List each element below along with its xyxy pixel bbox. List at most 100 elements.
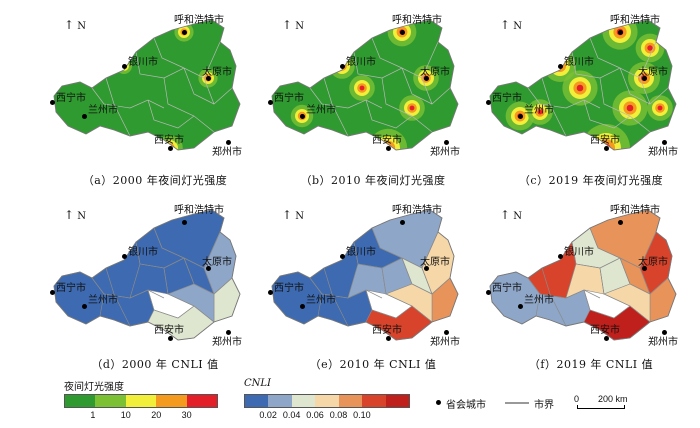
city-label: 兰州市 (524, 105, 554, 116)
city-label: 呼和浩特市 (392, 205, 442, 216)
city-label: 银川市 (128, 247, 158, 258)
city-dot (604, 146, 609, 151)
city-label: 西宁市 (274, 93, 304, 104)
city-label: 西宁市 (274, 283, 304, 294)
city-label: 西宁市 (492, 93, 522, 104)
city-dot (82, 304, 87, 309)
cnli-tick: 0.10 (353, 410, 371, 420)
cnli-tick: 0.06 (306, 410, 324, 420)
city-label: 郑州市 (648, 337, 678, 348)
capital-legend-label: 省会城市 (446, 400, 486, 411)
city-dot (400, 220, 405, 225)
city-dot (604, 336, 609, 341)
map-panel-a: ↑ N 呼和浩特市 太原市 银川市 西宁市 兰州市 西安市 郑州市 (44, 8, 266, 158)
city-label: 兰州市 (88, 295, 118, 306)
light-legend-bar (64, 394, 218, 408)
cnli-swatch (385, 395, 409, 407)
city-label: 兰州市 (524, 295, 554, 306)
cnli-swatch (315, 395, 339, 407)
caption-e: （e）2010 年 CNLI 值 (309, 358, 437, 371)
city-dot (642, 266, 647, 271)
city-label: 兰州市 (88, 105, 118, 116)
city-dot (424, 76, 429, 81)
map-panel-f: ↑ N 呼和浩特市 太原市 银川市 西宁市 兰州市 西安市 郑州市 (480, 198, 700, 348)
north-label: N (513, 21, 522, 32)
caption-a: （a）2000 年夜间灯光强度 (82, 174, 228, 187)
city-dot (300, 114, 305, 119)
city-label: 呼和浩特市 (392, 15, 442, 26)
light-swatch (125, 395, 157, 407)
map-panel-b: ↑ N 呼和浩特市 太原市 银川市 西宁市 兰州市 西安市 郑州市 (262, 8, 484, 158)
city-dot (618, 220, 623, 225)
map-e (271, 209, 459, 341)
city-label: 银川市 (128, 57, 158, 68)
city-label: 银川市 (346, 247, 376, 258)
city-label: 太原市 (420, 257, 450, 268)
city-dot (268, 100, 273, 105)
city-label: 银川市 (564, 247, 594, 258)
city-label: 西安市 (590, 325, 620, 336)
city-dot (182, 220, 187, 225)
city-dot (662, 330, 667, 335)
map-panel-d: ↑ N 呼和浩特市 太原市 银川市 西宁市 兰州市 西安市 郑州市 (44, 198, 266, 348)
north-arrow: ↑ N (282, 18, 304, 32)
city-dot (642, 76, 647, 81)
north-arrow: ↑ N (500, 18, 522, 32)
north-label: N (77, 211, 86, 222)
city-dot (122, 64, 127, 69)
north-label: N (295, 211, 304, 222)
city-label: 西安市 (154, 325, 184, 336)
city-label: 呼和浩特市 (610, 15, 660, 26)
light-tick: 30 (181, 410, 192, 420)
scale-label: 200 km (598, 394, 628, 404)
map-panel-c: ↑ N 呼和浩特市太原市 银川市西宁市 兰州市西安市郑州市 (480, 8, 700, 158)
city-label: 郑州市 (430, 147, 460, 158)
city-label: 兰州市 (306, 105, 336, 116)
north-arrow: ↑ N (282, 208, 304, 222)
city-dot (558, 64, 563, 69)
city-dot (444, 330, 449, 335)
city-label: 西安市 (590, 135, 620, 146)
city-label: 银川市 (564, 57, 594, 68)
city-dot (168, 336, 173, 341)
north-label: N (295, 21, 304, 32)
city-dot (424, 266, 429, 271)
city-label: 西安市 (372, 325, 402, 336)
city-label: 太原市 (638, 67, 668, 78)
city-dot (168, 146, 173, 151)
city-dot (50, 100, 55, 105)
city-label: 兰州市 (306, 295, 336, 306)
cnli-swatch (291, 395, 316, 407)
light-swatch (65, 395, 96, 407)
city-label: 太原市 (202, 257, 232, 268)
city-label: 西宁市 (56, 93, 86, 104)
city-label: 呼和浩特市 (174, 15, 224, 26)
city-label: 西宁市 (56, 283, 86, 294)
caption-c: （c）2019 年夜间灯光强度 (518, 174, 664, 187)
city-dot (50, 290, 55, 295)
city-dot (82, 114, 87, 119)
map-panel-e: ↑ N 呼和浩特市太原市 银川市西宁市 兰州市西安市郑州市 (262, 198, 484, 348)
city-dot (400, 30, 405, 35)
light-tick: 1 (90, 410, 96, 420)
light-swatch (186, 395, 218, 407)
cnli-swatch (362, 395, 386, 407)
city-dot (486, 100, 491, 105)
map-f (489, 209, 677, 341)
city-label: 呼和浩特市 (174, 205, 224, 216)
north-arrow: ↑ N (64, 18, 86, 32)
city-label: 郑州市 (648, 147, 678, 158)
city-label: 郑州市 (430, 337, 460, 348)
city-dot (226, 140, 231, 145)
map-c (489, 19, 677, 151)
city-dot (182, 30, 187, 35)
boundary-legend-line (505, 402, 529, 404)
city-label: 呼和浩特市 (610, 205, 660, 216)
city-dot (386, 336, 391, 341)
city-dot (206, 266, 211, 271)
city-label: 太原市 (638, 257, 668, 268)
light-swatch (95, 395, 126, 407)
caption-b: （b）2010 年夜间灯光强度 (300, 174, 446, 187)
north-label: N (77, 21, 86, 32)
caption-d: （d）2000 年 CNLI 值 (91, 358, 219, 371)
